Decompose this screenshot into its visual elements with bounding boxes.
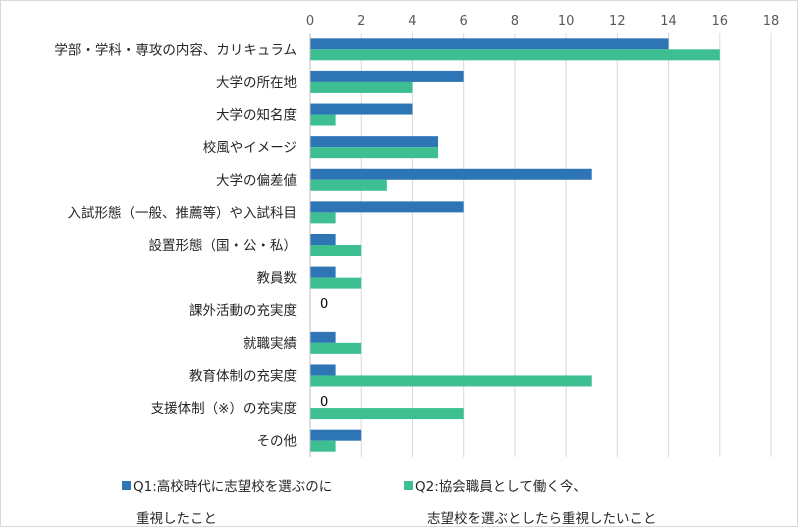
x-tick-label-0: 0 — [306, 14, 314, 29]
category-label-11: 支援体制（※）の充実度 — [151, 401, 297, 417]
category-label-1: 大学の所在地 — [216, 75, 297, 91]
x-tick-label-2: 2 — [357, 14, 365, 29]
bar-q2-5 — [310, 212, 336, 224]
bar-q1-6 — [310, 234, 336, 245]
zero-data-label-1: 0 — [320, 395, 328, 410]
bar-q1-1 — [310, 70, 464, 82]
category-label-3: 校風やイメージ — [203, 139, 297, 156]
category-label-6: 設置形態（国・公・私） — [149, 238, 298, 254]
category-label-8: 課外活動の充実度 — [189, 303, 297, 319]
bar-q2-7 — [310, 277, 362, 289]
legend-q1-label-line1: Q1:高校時代に志望校を選ぶのに — [133, 479, 333, 495]
bar-q2-12 — [310, 440, 336, 452]
bar-q1-5 — [310, 201, 464, 213]
legend-q2-label-line1: Q2:協会職員として働く今、 — [415, 479, 587, 495]
bar-q1-12 — [310, 429, 362, 441]
bar-q2-3 — [310, 147, 439, 159]
x-tick-label-16: 16 — [712, 14, 729, 29]
legend-q2-label-line2: 志望校を選ぶとしたら重視したいこと — [427, 511, 657, 527]
zero-data-label-0: 0 — [320, 297, 328, 312]
bar-q2-2 — [310, 114, 336, 126]
category-label-10: 教育体制の充実度 — [189, 368, 297, 384]
legend-q1-label-line2: 重視したこと — [136, 511, 217, 527]
bar-q2-0 — [310, 49, 720, 61]
x-tick-label-10: 10 — [558, 14, 575, 29]
bar-q1-3 — [310, 136, 439, 148]
bar-q2-9 — [310, 342, 362, 354]
bar-q2-11 — [310, 408, 464, 420]
legend-q1-swatch — [122, 481, 131, 490]
bar-q1-0 — [310, 38, 669, 50]
bar-q1-9 — [310, 331, 336, 343]
category-label-5: 入試形態（一般、推薦等）や入試科目 — [68, 204, 298, 221]
category-label-12: その他 — [257, 434, 298, 450]
bar-q2-10 — [310, 375, 592, 387]
bar-q2-6 — [310, 245, 362, 256]
bar-q2-1 — [310, 81, 413, 93]
x-tick-label-18: 18 — [763, 14, 780, 29]
category-label-2: 大学の知名度 — [216, 107, 297, 124]
x-tick-label-14: 14 — [660, 14, 677, 29]
bar-q2-4 — [310, 179, 387, 191]
bar-q1-2 — [310, 103, 413, 115]
bar-q1-10 — [310, 364, 336, 376]
x-tick-label-4: 4 — [408, 14, 416, 29]
category-label-4: 大学の偏差値 — [216, 173, 297, 189]
bar-q1-7 — [310, 266, 336, 278]
category-label-0: 学部・学科・専攻の内容、カリキュラム — [54, 41, 297, 58]
category-label-7: 教員数 — [257, 271, 298, 287]
legend-q1: Q1:高校時代に志望校を選ぶのに 重視したこと — [122, 478, 332, 528]
x-tick-label-12: 12 — [609, 14, 626, 29]
bar-q1-4 — [310, 168, 592, 180]
legend-q2-swatch — [404, 481, 413, 490]
legend-q2: Q2:協会職員として働く今、 志望校を選ぶとしたら重視したいこと — [404, 478, 657, 528]
category-label-9: 就職実績 — [243, 336, 297, 352]
x-tick-label-8: 8 — [511, 14, 519, 29]
x-tick-label-6: 6 — [460, 14, 468, 29]
